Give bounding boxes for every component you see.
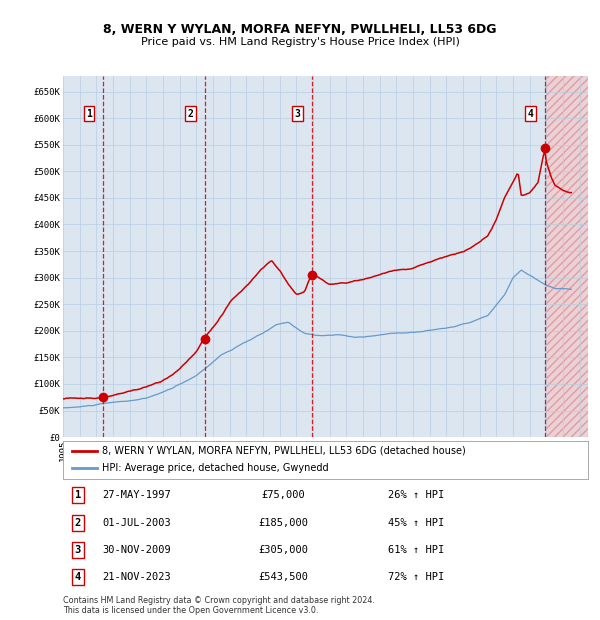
- Text: 30-NOV-2009: 30-NOV-2009: [102, 545, 171, 555]
- Text: 8, WERN Y WYLAN, MORFA NEFYN, PWLLHELI, LL53 6DG: 8, WERN Y WYLAN, MORFA NEFYN, PWLLHELI, …: [103, 23, 497, 36]
- Text: 45% ↑ HPI: 45% ↑ HPI: [389, 518, 445, 528]
- Text: 3: 3: [74, 545, 81, 555]
- Text: 2: 2: [188, 109, 193, 119]
- Text: £543,500: £543,500: [259, 572, 308, 582]
- Text: 3: 3: [295, 109, 301, 119]
- Text: HPI: Average price, detached house, Gwynedd: HPI: Average price, detached house, Gwyn…: [103, 463, 329, 473]
- Text: 21-NOV-2023: 21-NOV-2023: [102, 572, 171, 582]
- Text: 27-MAY-1997: 27-MAY-1997: [102, 490, 171, 500]
- Text: 4: 4: [74, 572, 81, 582]
- Text: 2: 2: [74, 518, 81, 528]
- Text: £75,000: £75,000: [262, 490, 305, 500]
- Text: 01-JUL-2003: 01-JUL-2003: [102, 518, 171, 528]
- Text: Price paid vs. HM Land Registry's House Price Index (HPI): Price paid vs. HM Land Registry's House …: [140, 37, 460, 47]
- Text: Contains HM Land Registry data © Crown copyright and database right 2024.
This d: Contains HM Land Registry data © Crown c…: [63, 596, 375, 615]
- Text: 1: 1: [86, 109, 92, 119]
- Text: £185,000: £185,000: [259, 518, 308, 528]
- Text: 8, WERN Y WYLAN, MORFA NEFYN, PWLLHELI, LL53 6DG (detached house): 8, WERN Y WYLAN, MORFA NEFYN, PWLLHELI, …: [103, 446, 466, 456]
- Text: 72% ↑ HPI: 72% ↑ HPI: [389, 572, 445, 582]
- Text: 26% ↑ HPI: 26% ↑ HPI: [389, 490, 445, 500]
- Text: 4: 4: [527, 109, 533, 119]
- Text: 1: 1: [74, 490, 81, 500]
- Text: 61% ↑ HPI: 61% ↑ HPI: [389, 545, 445, 555]
- Text: £305,000: £305,000: [259, 545, 308, 555]
